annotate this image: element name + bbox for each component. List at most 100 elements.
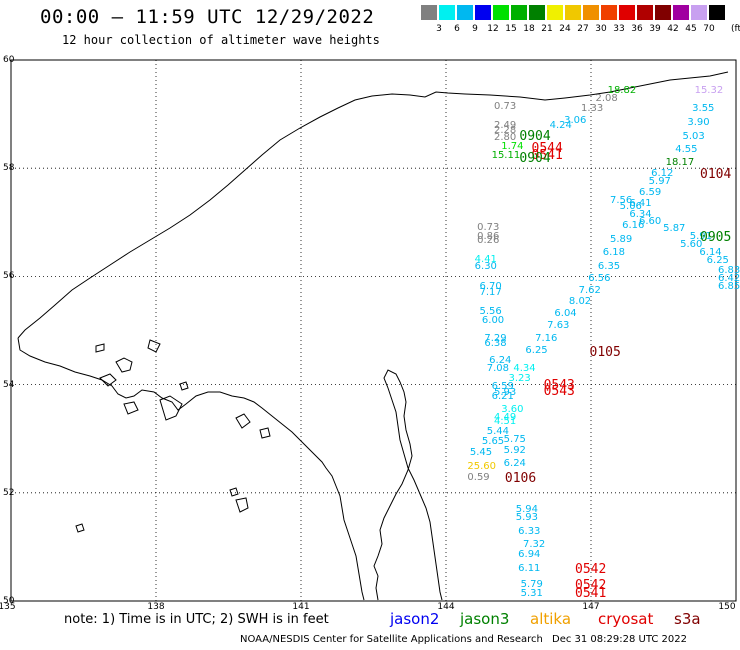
wave-height-label: 6.14	[699, 247, 722, 259]
island-coastline-k	[259, 427, 271, 439]
wave-height-label: 6.94	[518, 549, 541, 560]
wave-height-label: 15.11	[491, 149, 521, 161]
wave-height-label: 7.08	[486, 363, 510, 375]
wave-height-label: 5.60	[680, 239, 703, 251]
wave-height-label: 0.73	[477, 221, 500, 233]
colorbar-label: 9	[472, 24, 478, 34]
latitude-label: 54	[3, 379, 15, 390]
wave-height-label: 7.17	[479, 286, 502, 298]
colorbar-label: 18	[523, 24, 535, 34]
island-coastline-i	[235, 413, 251, 429]
island-coastline-c	[147, 339, 161, 353]
colorbar-swatch	[709, 5, 725, 20]
wave-height-label: 5.44	[486, 425, 510, 437]
wave-height-label: 6.11	[518, 562, 541, 574]
wave-height-label: 2.28	[494, 125, 517, 137]
wave-height-label: 3.23	[508, 373, 531, 385]
longitude-label: 144	[437, 602, 455, 612]
pass-time-label: 0542	[575, 561, 607, 577]
satellite-legend-cryosat: cryosat	[598, 610, 654, 628]
wave-height-label: 6.83	[718, 264, 740, 276]
satellite-legend-altika: altika	[530, 610, 572, 628]
longitude-label: 141	[292, 602, 310, 612]
colorbar-swatch	[637, 5, 653, 20]
colorbar-swatch	[655, 5, 671, 20]
wave-height-label: 6.00	[481, 314, 505, 326]
wave-height-label: 6.21	[491, 390, 514, 402]
wave-height-label: 6.85	[718, 281, 740, 293]
wave-height-label: 0.26	[477, 234, 500, 246]
colorbar-swatch	[511, 5, 527, 20]
pass-time-label: 0541	[531, 147, 563, 163]
longitude-label: 147	[582, 602, 600, 612]
wave-height-label: 3.60	[501, 404, 524, 416]
wave-height-label: 4.34	[513, 363, 536, 375]
wave-height-label: 6.24	[489, 355, 512, 367]
wave-height-label: 5.87	[663, 222, 686, 234]
wave-height-label: 0.86	[477, 230, 500, 242]
colorbar-label: 33	[613, 24, 625, 34]
wave-height-label: 0.59	[467, 471, 490, 483]
colorbar-label: 70	[703, 24, 715, 34]
pass-time-label: 0544	[531, 140, 563, 156]
wave-height-label: 1.33	[581, 102, 604, 114]
latitude-label: 56	[3, 271, 15, 282]
island-coastline-f	[123, 401, 139, 415]
wave-height-label: 8.02	[568, 296, 592, 308]
colorbar-swatch	[601, 5, 617, 20]
island-coastline-b	[99, 373, 117, 387]
latitude-label: 50	[3, 596, 15, 606]
footer-credit: NOAA/NESDIS Center for Satellite Applica…	[240, 634, 543, 645]
footer-note: note: 1) Time is in UTC; 2) SWH is in fe…	[64, 612, 329, 627]
wave-height-label: 5.03	[682, 130, 705, 142]
wave-height-label: 6.56	[588, 273, 611, 285]
colorbar-label: 24	[559, 24, 571, 34]
pass-time-label: 0106	[504, 470, 537, 486]
wave-height-label: 2.80	[494, 132, 517, 144]
latitude-label: 60	[3, 55, 15, 65]
wave-height-label: 5.94	[515, 504, 539, 516]
colorbar-swatch	[529, 5, 545, 20]
wave-height-label: 25.60	[467, 460, 497, 472]
wave-height-label: 6.59	[639, 186, 662, 198]
pass-time-label: 0543	[543, 384, 575, 400]
pass-time-label: 0904	[519, 151, 551, 167]
coastline	[17, 71, 729, 601]
colorbar-swatch	[673, 5, 689, 20]
colorbar-unit: (ft)	[731, 24, 740, 34]
map-frame	[10, 59, 737, 602]
wave-height-label: 7.32	[523, 539, 546, 551]
latitude-label: 52	[3, 487, 15, 498]
wave-height-label: 6.38	[484, 338, 507, 350]
wave-height-label: 6.35	[597, 260, 621, 272]
wave-height-label: 4.51	[494, 416, 517, 428]
wave-height-label: 6.42	[718, 273, 740, 285]
wave-height-label: 5.45	[469, 447, 493, 459]
pass-time-label: 0542	[575, 577, 607, 593]
wave-height-label: 6.70	[479, 281, 502, 293]
footer-timestamp: Dec 31 08:29:28 UTC 2022	[552, 634, 687, 645]
wave-height-label: 3.55	[692, 102, 715, 114]
island-coastline-l	[179, 381, 189, 391]
wave-height-label: 5.91	[689, 230, 713, 242]
wave-height-label: 6.25	[706, 255, 729, 267]
page-title: 00:00 – 11:59 UTC 12/29/2022	[40, 6, 375, 28]
longitude-label: 135	[0, 602, 16, 612]
colorbar-swatch	[439, 5, 455, 20]
wave-height-label: 4.49	[494, 412, 517, 424]
wave-height-label: 7.63	[547, 320, 570, 332]
wave-height-label: 6.25	[525, 345, 548, 357]
colorbar-label: 36	[631, 24, 643, 34]
colorbar-swatch	[547, 5, 563, 20]
colorbar-swatch	[691, 5, 707, 20]
wave-height-label: 6.30	[474, 260, 497, 272]
wave-height-label: 6.18	[602, 247, 626, 259]
wave-height-label: 6.41	[629, 198, 652, 210]
latitude-label: 58	[3, 163, 15, 174]
island-coastline-d	[95, 343, 105, 353]
colorbar-label: 30	[595, 24, 607, 34]
colorbar-label: 15	[505, 24, 517, 34]
mainland-coastline	[17, 71, 729, 339]
wave-height-label: 7.16	[535, 332, 558, 344]
